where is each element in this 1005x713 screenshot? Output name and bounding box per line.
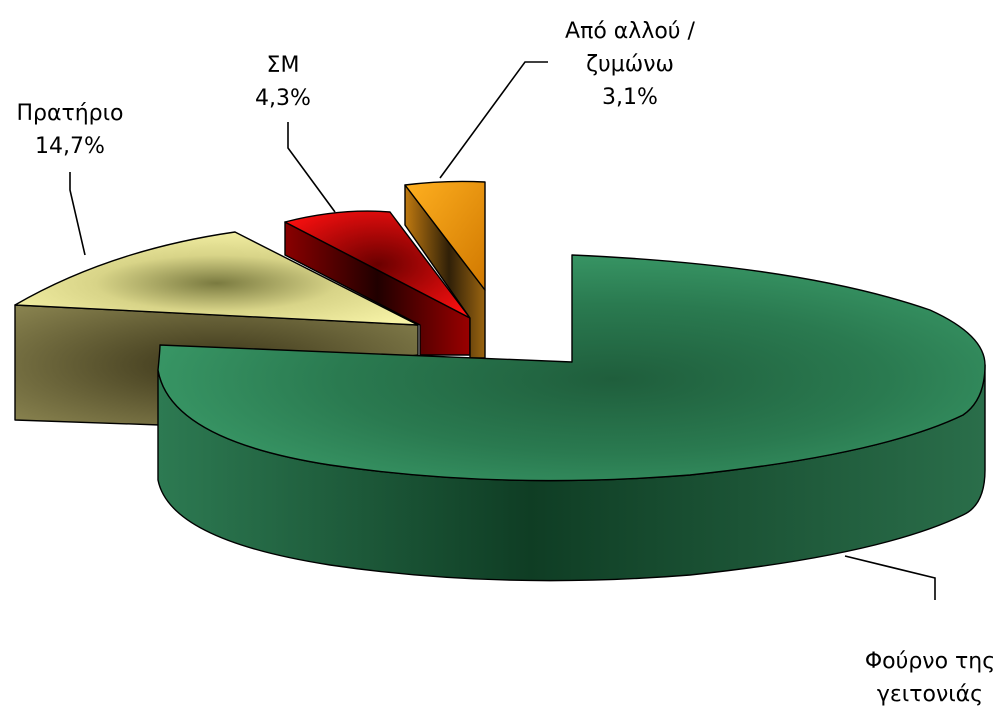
leader-line-pratirio: [69, 172, 86, 256]
slice-sm-top: [284, 210, 471, 319]
label-allou-name: ζυμώνω: [586, 52, 674, 77]
label-fourno-name: γειτονιάς: [877, 682, 983, 707]
label-sm-value: 4,3%: [255, 86, 311, 111]
label-pratirio-value: 14,7%: [35, 134, 105, 159]
label-pratirio-name: Πρατήριο: [16, 101, 123, 126]
slice-allou: [404, 180, 486, 359]
slice-pratirio-top: [14, 231, 419, 326]
label-fourno: Φούρνο τηςγειτονιάς77,1%: [865, 649, 995, 713]
leader-line-fourno: [844, 555, 936, 600]
leader-line-sm: [287, 122, 336, 213]
label-sm: ΣΜ 4,3%: [255, 53, 311, 111]
slice-fourno-top: [157, 254, 986, 482]
label-sm-name: ΣΜ: [267, 53, 300, 78]
label-allou-name: Από αλλού /: [565, 19, 695, 44]
slice-allou-top: [404, 180, 486, 291]
slice-labels: Φούρνο τηςγειτονιάς77,1%Πρατήριο14,7%ΣΜ4…: [16, 19, 995, 713]
label-pratirio: Πρατήριο 14,7%: [16, 101, 123, 159]
leader-line-allou: [439, 61, 548, 179]
label-allou: Από αλλού / ζυμώνω 3,1%: [565, 19, 695, 110]
label-fourno-name: Φούρνο της: [865, 649, 995, 674]
label-allou-value: 3,1%: [602, 85, 658, 110]
slice-fourno: [157, 254, 986, 582]
